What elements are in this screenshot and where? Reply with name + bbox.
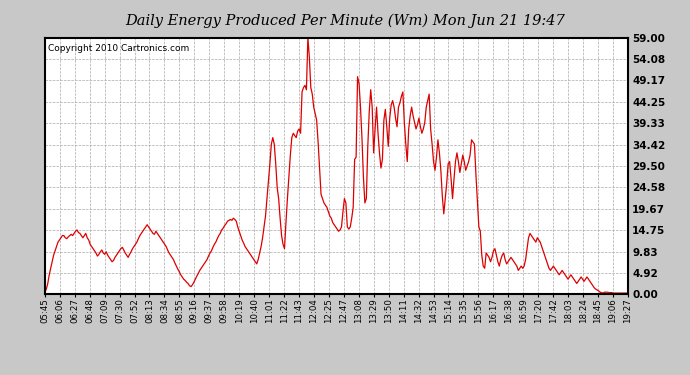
- Text: Copyright 2010 Cartronics.com: Copyright 2010 Cartronics.com: [48, 44, 189, 53]
- Text: Daily Energy Produced Per Minute (Wm) Mon Jun 21 19:47: Daily Energy Produced Per Minute (Wm) Mo…: [125, 13, 565, 27]
